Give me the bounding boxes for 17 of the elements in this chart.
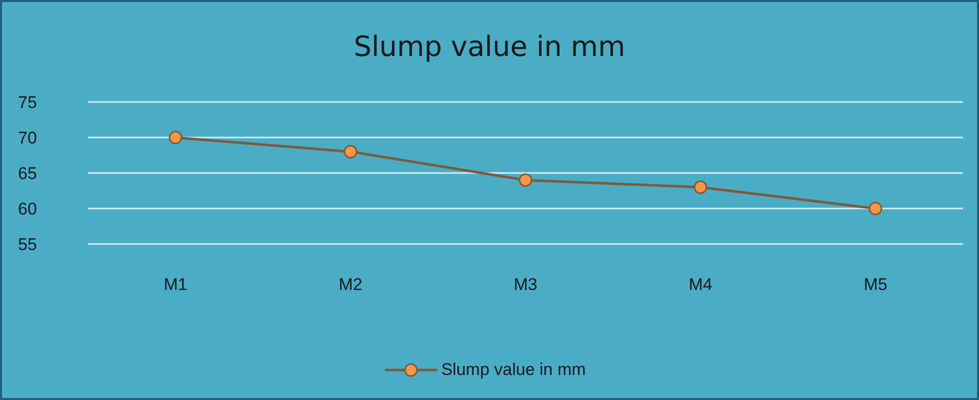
x-tick-label: M2	[338, 275, 362, 294]
x-tick-label: M3	[514, 275, 538, 294]
point	[694, 180, 708, 194]
chart-title: Slump value in mm	[352, 30, 626, 63]
y-tick-label: 65	[18, 164, 37, 184]
point	[344, 144, 358, 158]
y-tick-label: 70	[18, 128, 37, 148]
point	[868, 202, 882, 216]
x-tick-label: M5	[864, 275, 888, 294]
x-tick-label: M1	[164, 275, 188, 294]
point	[168, 130, 182, 144]
y-tick-label: 60	[18, 200, 37, 219]
point	[518, 173, 532, 187]
x-tick-label: M4	[688, 275, 712, 294]
y-tick-label: 75	[18, 93, 37, 112]
legend-label: Slump value in mm	[441, 360, 586, 380]
y-tick-label: 55	[18, 235, 37, 254]
